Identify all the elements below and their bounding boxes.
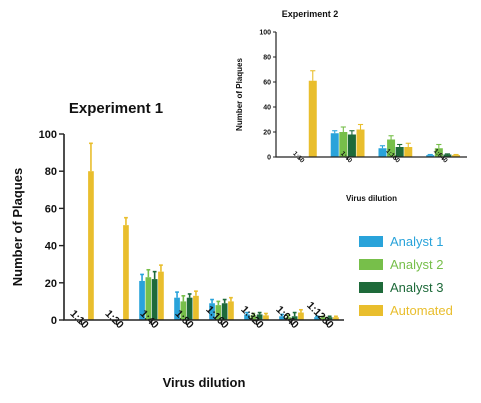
bar xyxy=(339,132,348,157)
bar xyxy=(186,297,193,320)
bar xyxy=(378,148,387,157)
bar xyxy=(88,171,94,320)
y-tick-label: 80 xyxy=(45,166,57,178)
bar xyxy=(193,295,199,320)
legend: Analyst 1 Analyst 2 Analyst 3 Automated xyxy=(359,234,453,318)
axes xyxy=(275,32,467,158)
chart-title: Experiment 2 xyxy=(282,9,339,19)
y-tick-label: 100 xyxy=(259,30,271,37)
bar xyxy=(347,134,356,157)
bar xyxy=(395,147,404,157)
bar xyxy=(326,317,333,320)
legend-label: Automated xyxy=(390,303,453,318)
bar xyxy=(404,147,413,157)
y-tick-label: 60 xyxy=(45,203,57,215)
legend-swatch xyxy=(359,259,383,270)
bar xyxy=(151,279,158,320)
bar xyxy=(215,305,222,320)
bar xyxy=(356,129,365,157)
bar xyxy=(387,139,396,157)
y-tick-label: 60 xyxy=(263,80,271,87)
x-tick-label: 1:640 xyxy=(432,148,449,165)
y-tick-label: 0 xyxy=(51,315,57,327)
bar xyxy=(434,148,443,157)
bar xyxy=(285,317,292,320)
bar xyxy=(452,155,461,157)
bar xyxy=(298,312,304,320)
x-tick-label: 1:1280 xyxy=(304,300,336,332)
legend-label: Analyst 2 xyxy=(390,257,443,272)
experiment-2-chart: Experiment 2 Number of Plaques Virus dilut… xyxy=(235,9,467,203)
bar xyxy=(320,317,327,320)
bar xyxy=(174,297,180,320)
bar xyxy=(180,301,187,320)
bar xyxy=(291,316,298,320)
legend-swatch xyxy=(359,305,383,316)
legend-label: Analyst 3 xyxy=(390,280,443,295)
bar xyxy=(221,303,228,320)
y-tick-label: 40 xyxy=(263,105,271,112)
x-axis-label: Virus dilution xyxy=(163,375,246,390)
bar xyxy=(314,317,320,320)
bar xyxy=(443,154,452,157)
bar xyxy=(244,314,250,320)
bar xyxy=(263,315,269,320)
bar xyxy=(256,314,263,320)
bar xyxy=(426,155,435,157)
chart-title: Experiment 1 xyxy=(69,100,163,117)
x-axis-label: Virus dilution xyxy=(346,194,397,203)
bar xyxy=(333,317,339,320)
axes xyxy=(63,134,344,321)
y-tick-label: 80 xyxy=(263,55,271,62)
bar xyxy=(139,280,145,320)
y-tick-label: 40 xyxy=(45,241,57,253)
bar xyxy=(308,80,317,157)
y-axis-label: Number of Plaques xyxy=(10,168,25,286)
y-tick-label: 100 xyxy=(39,129,57,141)
legend-swatch xyxy=(359,282,383,293)
y-tick-label: 20 xyxy=(263,130,271,137)
x-tick-label: 1:320 xyxy=(238,304,266,332)
bar xyxy=(330,133,339,157)
y-tick-label: 0 xyxy=(267,155,271,162)
experiment-1-chart: Experiment 1 Number of Plaques Virus dilut… xyxy=(10,100,344,390)
bar xyxy=(158,271,164,320)
legend-label: Analyst 1 xyxy=(390,234,443,249)
x-tick-label: 1:640 xyxy=(273,304,301,332)
y-axis-label: Number of Plaques xyxy=(235,58,244,131)
bar xyxy=(123,225,129,320)
bar xyxy=(145,277,152,320)
legend-swatch xyxy=(359,236,383,247)
bar xyxy=(279,316,285,320)
bar xyxy=(250,315,257,320)
bar xyxy=(209,303,215,320)
y-tick-label: 20 xyxy=(45,278,57,290)
bar xyxy=(228,301,234,320)
